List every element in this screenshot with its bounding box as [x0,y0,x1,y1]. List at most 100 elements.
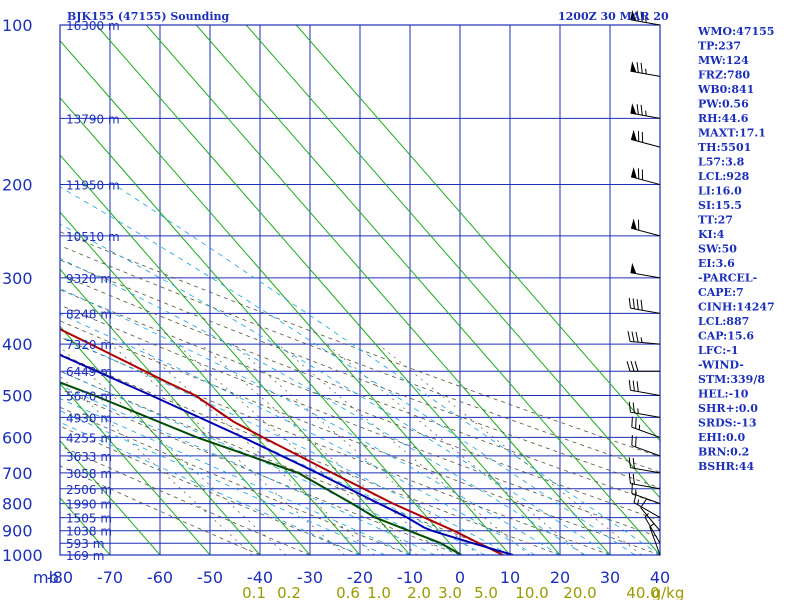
temperature-tick-label: -10 [397,568,423,587]
index-item: LCL:887 [698,315,749,328]
dry-adiabat [60,336,611,555]
index-item: SI:15.5 [698,199,742,212]
wind-barb [628,473,661,490]
pressure-tick-label: 1000 [2,546,43,565]
mixing-ratio-label: 0.1 [242,584,266,600]
pressure-tick-label: 700 [2,464,33,483]
wind-barb [628,457,661,474]
isotherm [60,39,511,555]
mixing-ratio-label: 0.2 [277,584,301,600]
index-item: -PARCEL- [698,272,757,285]
index-item: BRN:0.2 [698,446,749,459]
temperature-tick-label: -70 [97,568,123,587]
isotherm [60,97,461,555]
temperature-tick-label: 20 [550,568,570,587]
isotherm [245,25,660,499]
index-item: -WIND- [698,359,744,372]
index-item: CINH:14247 [698,301,775,314]
temperature-tick-label: -50 [197,568,223,587]
mixing-ratio-line [137,343,375,555]
isotherm [60,268,311,555]
mixing-ratio-line [60,375,253,555]
mixing-ratio-label: 40.0 [626,584,659,600]
wind-barb [628,379,661,396]
index-item: SHR+:0.0 [698,402,758,415]
isotherm [95,25,561,555]
wind-barb [630,103,661,119]
wind-barb [630,61,661,77]
height-label: 3633 m [66,450,112,464]
index-item: L57:3.8 [698,156,745,169]
index-item: KI:4 [698,228,725,241]
pressure-tick-label: 100 [2,16,33,35]
index-item: WB0:841 [697,83,754,96]
moist-adiabat [60,410,386,555]
temperature-tick-label: -20 [347,568,373,587]
dry-adiabat [60,304,660,538]
wind-barb [628,401,661,418]
wind-barbs [626,9,661,556]
index-item: BSHR:44 [698,460,754,473]
height-label: 3058 m [66,467,112,481]
height-label: 11950 m [66,179,120,193]
height-label: 593 m [66,537,104,551]
moist-adiabat [60,257,586,555]
index-item: EHI:0.0 [698,431,745,444]
index-item: RH:44.6 [698,112,749,125]
height-label: 7320 m [66,338,112,352]
mixing-ratio-line [60,346,287,555]
wind-barb [630,129,661,148]
index-item: LCL:928 [698,170,750,183]
dry-adiabat [60,388,461,555]
moist-adiabat [60,186,636,555]
dry-adiabat [60,353,561,555]
height-label: 4255 m [66,431,112,445]
temperature-tick-label: 10 [500,568,520,587]
height-label: 2506 m [66,483,112,497]
index-item: CAP:15.6 [698,330,754,343]
index-item: STM:339/8 [698,373,765,386]
mixing-ratio-label: 3.0 [438,584,462,600]
wind-barb [631,482,661,505]
mixing-ratio-line [326,343,584,555]
temperature-tick-label: 0 [455,568,465,587]
height-label: 8248 m [66,307,112,321]
isotherm [195,25,660,555]
thermo-lines [60,25,660,555]
index-item: TH:5501 [698,141,751,154]
chart-title: BJK155 (47155) Sounding [67,10,230,23]
pressure-tick-label: 600 [2,428,33,447]
moist-adiabat [60,223,611,555]
dry-adiabat [60,425,361,555]
mixing-ratio-label: 10.0 [515,584,548,600]
dry-adiabat [60,370,511,555]
pressure-tick-label: 800 [2,495,33,514]
y-axis-unit: mb [33,568,59,587]
wind-barb [628,297,661,314]
mixing-ratio-line [110,343,346,555]
wind-barb [631,416,661,438]
index-item: MAXT:17.1 [698,127,766,140]
chart-time: 1200Z 30 MAR 20 [558,10,669,23]
dry-adiabat [60,289,660,521]
mixing-ratio-label: 5.0 [474,584,498,600]
index-item: TT:27 [698,214,733,227]
index-item: LI:16.0 [698,185,742,198]
moist-adiabat [60,370,461,555]
moist-adiabat [60,288,561,555]
wind-barb [630,262,661,279]
index-item: WMO:47155 [697,25,774,38]
height-label: 169 m [66,549,104,563]
index-item: CAPE:7 [698,286,744,299]
isotherm [60,325,261,555]
grid-layer [60,25,660,555]
sounding-traces [60,328,514,555]
temperature-trace [60,328,504,555]
pressure-tick-label: 900 [2,522,33,541]
isotherm [60,154,411,555]
moist-adiabat [60,354,486,555]
wind-barb [631,435,661,457]
pressure-tick-label: 200 [2,176,33,195]
